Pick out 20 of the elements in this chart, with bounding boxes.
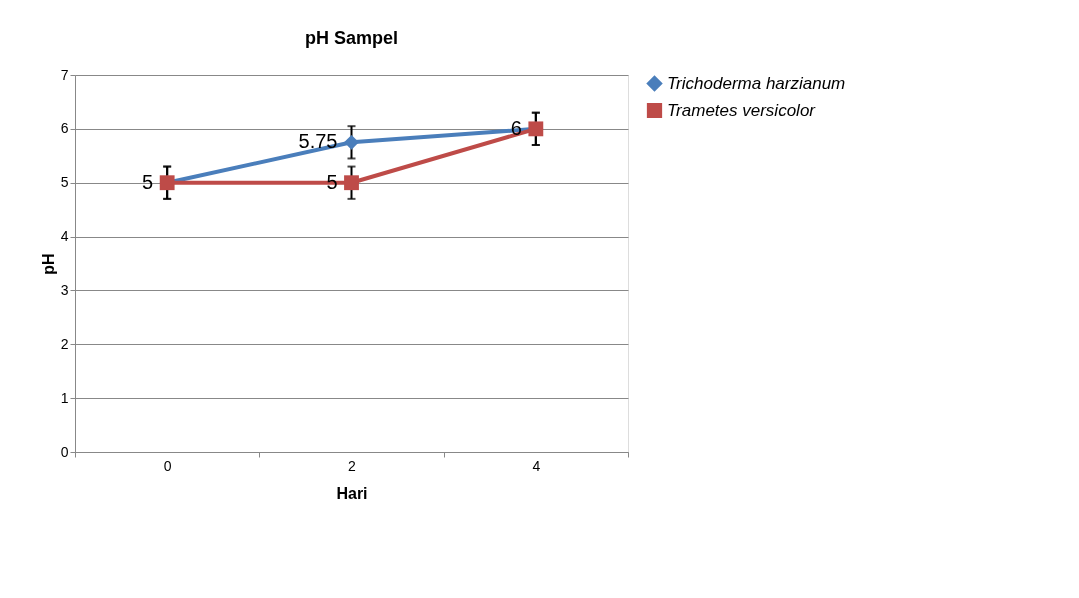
x-axis-title: Hari bbox=[336, 484, 368, 502]
data-label: 5 bbox=[142, 170, 154, 193]
point bbox=[344, 134, 359, 150]
chart-title: pH Sampel bbox=[304, 28, 399, 48]
data-label: 5.75 bbox=[298, 130, 338, 153]
legend-label: Trametes versicolor bbox=[667, 100, 817, 120]
x-tick-label: 2 bbox=[348, 457, 357, 474]
point bbox=[344, 175, 359, 191]
y-tick-label: 1 bbox=[60, 389, 69, 406]
y-tick-label: 4 bbox=[60, 228, 69, 245]
legend-label: Trichoderma harzianum bbox=[667, 73, 846, 93]
y-axis-title: pH bbox=[39, 253, 57, 275]
y-tick-label: 0 bbox=[60, 443, 69, 460]
x-tick-label: 4 bbox=[532, 457, 541, 474]
y-tick-label: 2 bbox=[60, 335, 69, 352]
y-tick-label: 3 bbox=[60, 281, 69, 298]
y-tick-label: 7 bbox=[60, 66, 69, 83]
x-tick-label: 0 bbox=[163, 457, 172, 474]
y-tick-label: 6 bbox=[60, 120, 69, 137]
y-tick-label: 5 bbox=[60, 174, 69, 191]
